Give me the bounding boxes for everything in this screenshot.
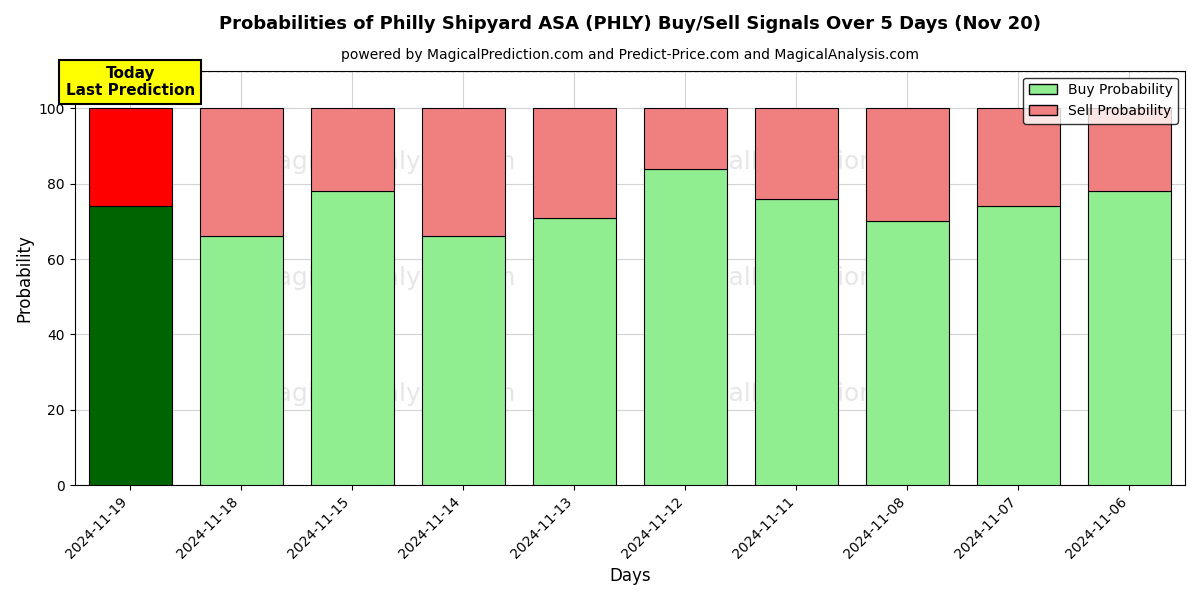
Bar xyxy=(865,109,949,221)
Bar xyxy=(865,221,949,485)
Bar xyxy=(533,218,616,485)
Bar xyxy=(533,109,616,218)
Text: MagicalAnalysis.com: MagicalAnalysis.com xyxy=(256,382,516,406)
Text: MagicalAnalysis.com: MagicalAnalysis.com xyxy=(256,266,516,290)
Y-axis label: Probability: Probability xyxy=(16,234,34,322)
Text: MagicalPrediction.com: MagicalPrediction.com xyxy=(655,150,937,174)
Bar xyxy=(1088,109,1171,191)
Bar xyxy=(755,199,838,485)
Title: Probabilities of Philly Shipyard ASA (PHLY) Buy/Sell Signals Over 5 Days (Nov 20: Probabilities of Philly Shipyard ASA (PH… xyxy=(218,15,1040,33)
Bar xyxy=(643,169,727,485)
Bar xyxy=(643,109,727,169)
Text: powered by MagicalPrediction.com and Predict-Price.com and MagicalAnalysis.com: powered by MagicalPrediction.com and Pre… xyxy=(341,49,919,62)
Text: MagicalPrediction.com: MagicalPrediction.com xyxy=(655,382,937,406)
Bar xyxy=(311,109,394,191)
Bar xyxy=(1088,191,1171,485)
Bar xyxy=(89,109,172,206)
Bar xyxy=(199,109,283,236)
Bar xyxy=(421,236,505,485)
Bar xyxy=(977,109,1060,206)
Legend: Buy Probability, Sell Probability: Buy Probability, Sell Probability xyxy=(1024,77,1178,124)
Bar xyxy=(421,109,505,236)
Bar xyxy=(311,191,394,485)
Text: Today
Last Prediction: Today Last Prediction xyxy=(66,66,194,98)
Text: MagicalAnalysis.com: MagicalAnalysis.com xyxy=(256,150,516,174)
Bar xyxy=(199,236,283,485)
X-axis label: Days: Days xyxy=(610,567,650,585)
Bar xyxy=(977,206,1060,485)
Bar xyxy=(755,109,838,199)
Bar xyxy=(89,206,172,485)
Text: MagicalPrediction.com: MagicalPrediction.com xyxy=(655,266,937,290)
